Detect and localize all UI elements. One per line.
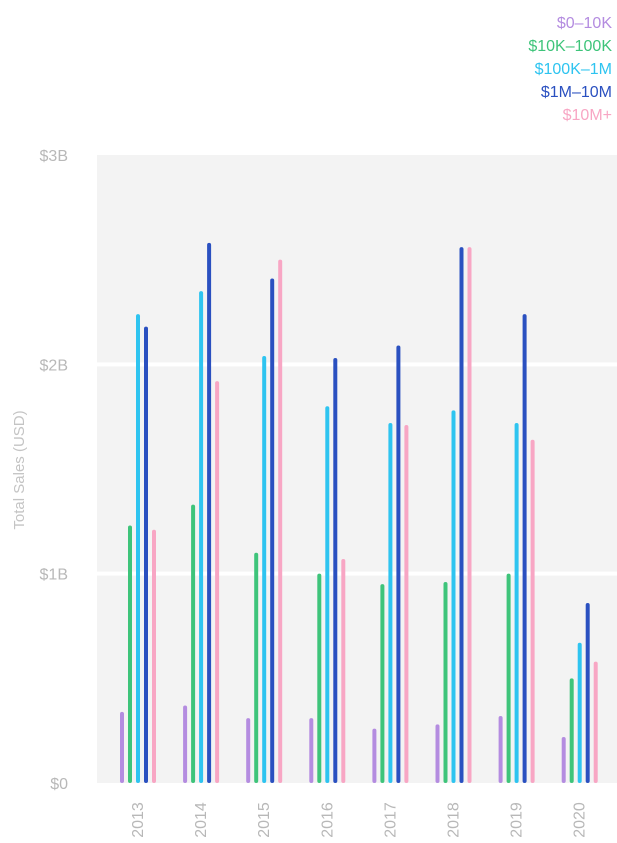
legend-item: $0–10K <box>557 15 612 32</box>
bar <box>443 582 448 783</box>
gridlines <box>97 362 617 576</box>
y-tick-label: $3B <box>40 148 68 165</box>
x-tick-label: 2014 <box>193 802 210 838</box>
bar <box>569 678 574 783</box>
x-tick-label: 2016 <box>319 802 336 838</box>
bar <box>183 705 188 783</box>
bar <box>506 573 511 783</box>
bar <box>262 355 267 783</box>
bar <box>404 425 409 783</box>
bar <box>593 661 598 783</box>
x-tick-label: 2019 <box>509 802 526 838</box>
x-axis-ticks: 2013 2014 2015 2016 2017 2018 2019 2020 <box>130 802 589 838</box>
bar <box>467 247 472 783</box>
bar <box>278 259 283 784</box>
x-tick-label: 2013 <box>130 802 147 838</box>
bar <box>254 552 259 783</box>
y-tick-label: $1B <box>40 567 68 584</box>
y-axis-title: Total Sales (USD) <box>11 410 28 529</box>
bar <box>514 422 519 783</box>
bar <box>451 410 456 783</box>
y-tick-label: $2B <box>40 357 68 374</box>
bar <box>309 718 314 783</box>
bar <box>128 525 132 783</box>
bar <box>191 504 196 783</box>
bar <box>561 736 566 783</box>
legend-item: $10M+ <box>563 107 612 124</box>
y-axis-ticks: $0 $1B $2B $3B <box>40 148 69 793</box>
bar <box>388 422 393 783</box>
bar <box>577 642 582 783</box>
x-tick-label: 2020 <box>572 802 589 838</box>
bar <box>199 291 204 783</box>
bar <box>341 559 346 783</box>
bar <box>152 529 156 783</box>
plot-area <box>97 155 617 783</box>
x-tick-label: 2015 <box>256 802 273 838</box>
bar <box>522 314 527 783</box>
bar <box>396 345 401 783</box>
x-tick-label: 2018 <box>446 802 463 838</box>
bar <box>120 711 124 783</box>
legend-item: $1M–10M <box>541 84 612 101</box>
bar <box>136 314 140 783</box>
bar <box>372 728 377 783</box>
legend-item: $10K–100K <box>528 38 612 55</box>
bar <box>333 358 338 783</box>
bars <box>120 242 598 784</box>
bar <box>435 724 440 783</box>
y-tick-label: $0 <box>50 776 68 793</box>
bar <box>317 573 322 783</box>
bar <box>585 602 590 783</box>
bar <box>207 242 212 784</box>
bar <box>325 406 330 783</box>
bar <box>459 247 464 783</box>
bar <box>144 326 148 783</box>
bar <box>270 278 275 783</box>
bar <box>246 718 251 783</box>
bar <box>380 584 385 783</box>
legend: $0–10K $10K–100K $100K–1M $1M–10M $10M+ <box>528 15 612 124</box>
bar <box>530 439 535 783</box>
x-tick-label: 2017 <box>382 802 399 838</box>
bar <box>215 381 220 783</box>
bar <box>498 716 503 783</box>
legend-item: $100K–1M <box>535 61 612 78</box>
